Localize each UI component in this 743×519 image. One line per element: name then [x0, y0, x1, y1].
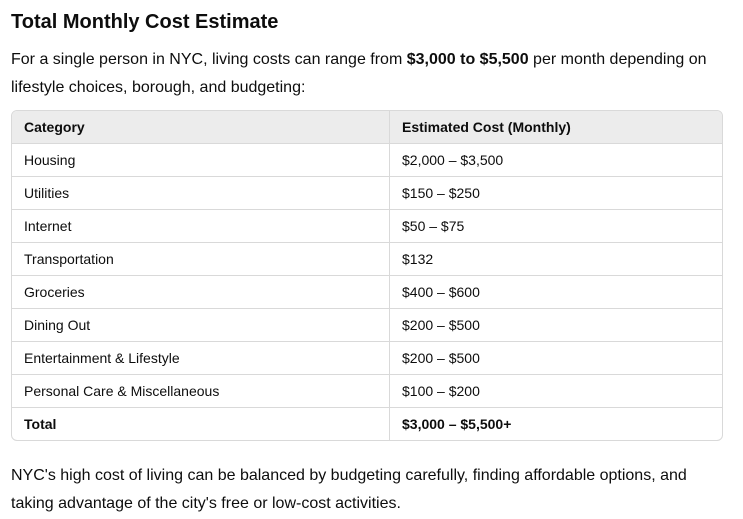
column-header-cost: Estimated Cost (Monthly) [389, 111, 722, 144]
table-row: Utilities $150 – $250 [12, 176, 722, 210]
total-label-cell: Total [12, 407, 390, 440]
table-row: Groceries $400 – $600 [12, 275, 722, 309]
intro-paragraph: For a single person in NYC, living costs… [11, 46, 726, 102]
category-cell: Utilities [12, 176, 390, 210]
table-row: Dining Out $200 – $500 [12, 308, 722, 342]
table-row: Entertainment & Lifestyle $200 – $500 [12, 341, 722, 375]
category-cell: Housing [12, 143, 390, 177]
cost-cell: $150 – $250 [389, 176, 722, 210]
category-cell: Groceries [12, 275, 390, 309]
intro-text-after: per month depending on lifestyle choices… [11, 51, 707, 96]
category-cell: Personal Care & Miscellaneous [12, 374, 390, 408]
section-heading: Total Monthly Cost Estimate [11, 11, 279, 33]
table-header-row: Category Estimated Cost (Monthly) [12, 111, 722, 144]
table-row: Transportation $132 [12, 242, 722, 276]
table-header: Category Estimated Cost (Monthly) [12, 111, 722, 144]
cost-table: Category Estimated Cost (Monthly) Housin… [12, 111, 722, 440]
category-cell: Entertainment & Lifestyle [12, 341, 390, 375]
intro-highlight: $3,000 to $5,500 [406, 51, 529, 68]
category-cell: Transportation [12, 242, 390, 276]
table-row: Personal Care & Miscellaneous $100 – $20… [12, 374, 722, 408]
table-row: Internet $50 – $75 [12, 209, 722, 243]
cost-cell: $200 – $500 [389, 341, 722, 375]
outro-paragraph: NYC's high cost of living can be balance… [11, 467, 687, 512]
table-row: Housing $2,000 – $3,500 [12, 143, 722, 177]
cost-cell: $400 – $600 [389, 275, 722, 309]
cost-cell: $50 – $75 [389, 209, 722, 243]
category-cell: Dining Out [12, 308, 390, 342]
cost-cell: $132 [389, 242, 722, 276]
cost-table-container: Category Estimated Cost (Monthly) Housin… [11, 110, 723, 441]
cost-cell: $2,000 – $3,500 [389, 143, 722, 177]
column-header-category: Category [12, 111, 390, 144]
intro-text-before: For a single person in NYC, living costs… [11, 51, 407, 68]
total-cost-cell: $3,000 – $5,500+ [389, 407, 722, 440]
table-row-total: Total $3,000 – $5,500+ [12, 407, 722, 440]
table-body: Housing $2,000 – $3,500 Utilities $150 –… [12, 143, 722, 440]
cost-cell: $100 – $200 [389, 374, 722, 408]
category-cell: Internet [12, 209, 390, 243]
cost-cell: $200 – $500 [389, 308, 722, 342]
